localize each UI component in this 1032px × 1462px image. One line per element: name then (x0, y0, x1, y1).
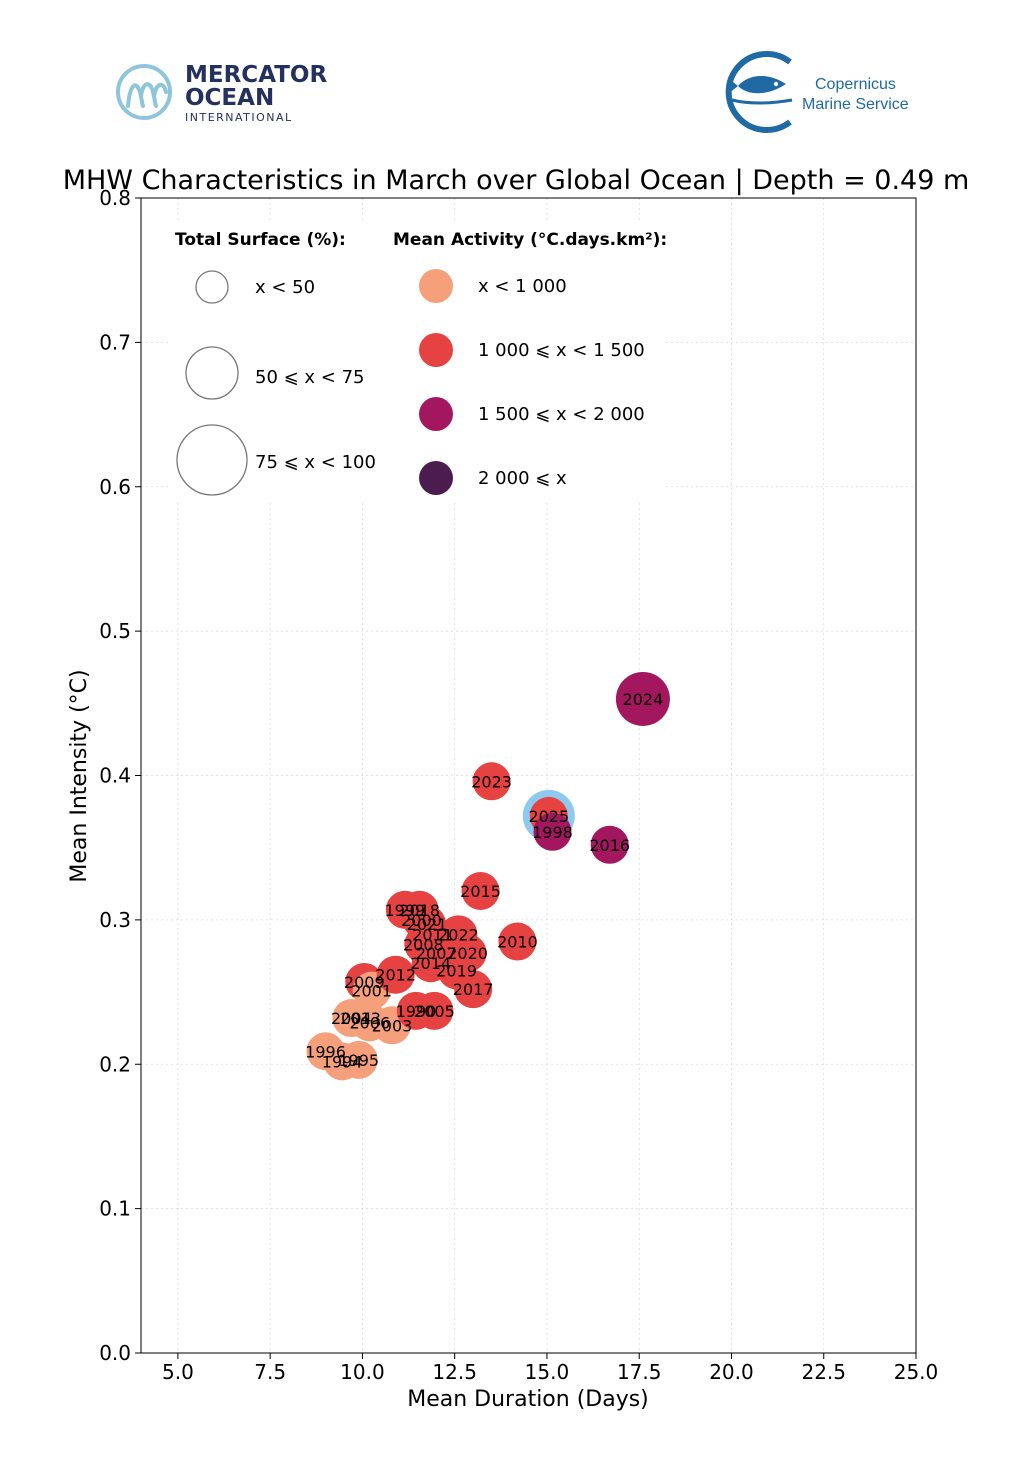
copernicus-marine-logo: Copernicus Marine Service (725, 51, 909, 133)
legend-color-marker (419, 333, 453, 367)
mercator-ocean-logo-line2: OCEAN (185, 85, 274, 111)
data-label-2012: 2012 (375, 966, 416, 985)
x-tick-label: 12.5 (432, 1360, 477, 1384)
legend-size-marker-large (176, 424, 248, 496)
legend-size-background (168, 222, 388, 500)
data-point-2023 (472, 762, 511, 801)
data-label-2023: 2023 (471, 772, 512, 791)
data-label-1994: 1994 (322, 1052, 363, 1071)
data-label-1990: 1990 (396, 1002, 437, 1021)
axis-ticks: 5.0 7.5 10.0 12.5 15.0 17.5 20.0 22.5 25.0 0.0 0.1… (99, 186, 938, 1384)
data-label-2014: 2014 (410, 954, 451, 973)
data-label-1996: 1996 (305, 1042, 346, 1061)
legend-color-marker (419, 269, 453, 303)
y-tick-label: 0.7 (99, 330, 131, 354)
y-tick-label: 0.4 (99, 764, 131, 788)
data-point-2024 (615, 671, 670, 726)
data-label-2004: 2004 (331, 1009, 372, 1028)
x-tick-label: 22.5 (801, 1360, 846, 1384)
mercator-ocean-logo: MERCATOR OCEAN INTERNATIONAL (116, 62, 327, 124)
legend-color-marker (419, 461, 453, 495)
data-label-1999: 1999 (385, 901, 426, 920)
data-label-2013: 2013 (340, 1009, 381, 1028)
x-tick-label: 25.0 (894, 1360, 939, 1384)
data-label-2005: 2005 (414, 1002, 455, 1021)
legend-color-label: 2 000 ⩽ x (478, 468, 567, 489)
legend-color-label: 1 000 ⩽ x < 1 500 (478, 340, 645, 361)
data-point-2015 (461, 872, 500, 910)
legend-size-label: 75 ⩽ x < 100 (255, 452, 376, 473)
legend-size-label: 50 ⩽ x < 75 (255, 367, 365, 388)
wave-icon (731, 98, 793, 105)
data-point-2012 (376, 955, 415, 994)
mercator-ocean-logo-ring (116, 64, 172, 120)
data-label-2021: 2021 (407, 915, 448, 934)
data-point-1995 (339, 1040, 378, 1079)
y-tick-label: 0.3 (99, 908, 131, 932)
y-axis-label: Mean Intensity (°C) (67, 669, 92, 882)
data-point-2020 (448, 934, 487, 973)
data-label-2010: 2010 (497, 933, 538, 952)
legend-size-label: x < 50 (255, 277, 315, 298)
data-point-1998 (533, 812, 572, 851)
data-label-2001: 2001 (351, 982, 392, 1001)
data-label-2000: 2000 (401, 911, 442, 930)
fish-eye-icon (773, 81, 779, 87)
mercator-ocean-logo-m (126, 82, 168, 108)
fish-tail-icon (728, 78, 738, 94)
mercator-ocean-logo-line1: MERCATOR (185, 62, 327, 88)
legend-color-marker (419, 397, 453, 431)
data-label-2007: 2007 (416, 944, 457, 963)
data-label-2019: 2019 (436, 961, 477, 980)
x-axis-label: Mean Duration (Days) (407, 1387, 649, 1412)
data-label-1995: 1995 (338, 1051, 379, 1070)
data-label-2017: 2017 (453, 980, 494, 999)
data-label-2025: 2025 (528, 807, 569, 826)
data-point-2016 (590, 825, 629, 864)
copernicus-logo-line2: Marine Service (802, 96, 909, 113)
legend-color-label: x < 1 000 (478, 276, 567, 297)
data-label-2009: 2009 (344, 973, 385, 992)
data-label-2024: 2024 (623, 690, 664, 709)
legend-size-title: Total Surface (%): (175, 230, 346, 250)
y-tick-label: 0.0 (99, 1341, 131, 1365)
y-tick-label: 0.1 (99, 1197, 131, 1221)
data-point-2005 (415, 991, 454, 1030)
data-label-2018: 2018 (399, 901, 440, 920)
x-tick-label: 10.0 (340, 1360, 385, 1384)
data-label-1998: 1998 (532, 823, 573, 842)
data-point-2010 (498, 922, 537, 961)
chart-title: MHW Characteristics in March over Global… (63, 165, 970, 196)
data-label-2020: 2020 (447, 944, 488, 963)
x-tick-label: 7.5 (254, 1360, 286, 1384)
legend: Total Surface (%): Mean Activity (°C.day… (168, 222, 667, 500)
legend-size-marker-medium (185, 346, 239, 400)
data-label-2006: 2006 (349, 1013, 390, 1032)
y-tick-label: 0.8 (99, 186, 131, 210)
data-label-2008: 2008 (403, 935, 444, 954)
data-label-2011: 2011 (412, 925, 453, 944)
mercator-ocean-logo-line3: INTERNATIONAL (185, 111, 293, 124)
x-tick-label: 17.5 (617, 1360, 662, 1384)
x-tick-label: 20.0 (709, 1360, 754, 1384)
x-tick-label: 15.0 (525, 1360, 570, 1384)
y-tick-label: 0.5 (99, 619, 131, 643)
data-label-2022: 2022 (438, 925, 479, 944)
y-tick-label: 0.6 (99, 475, 131, 499)
fish-icon (738, 75, 786, 94)
copernicus-logo-line1: Copernicus (815, 76, 896, 93)
data-label-2016: 2016 (589, 836, 630, 855)
legend-color-label: 1 500 ⩽ x < 2 000 (478, 404, 645, 425)
data-label-2015: 2015 (460, 882, 501, 901)
x-tick-label: 5.0 (162, 1360, 194, 1384)
data-label-2003: 2003 (372, 1016, 413, 1035)
data-point-2000 (402, 900, 441, 939)
legend-color-title: Mean Activity (°C.days.km²): (393, 230, 667, 250)
legend-size-marker-small (195, 270, 229, 304)
y-tick-label: 0.2 (99, 1052, 131, 1076)
